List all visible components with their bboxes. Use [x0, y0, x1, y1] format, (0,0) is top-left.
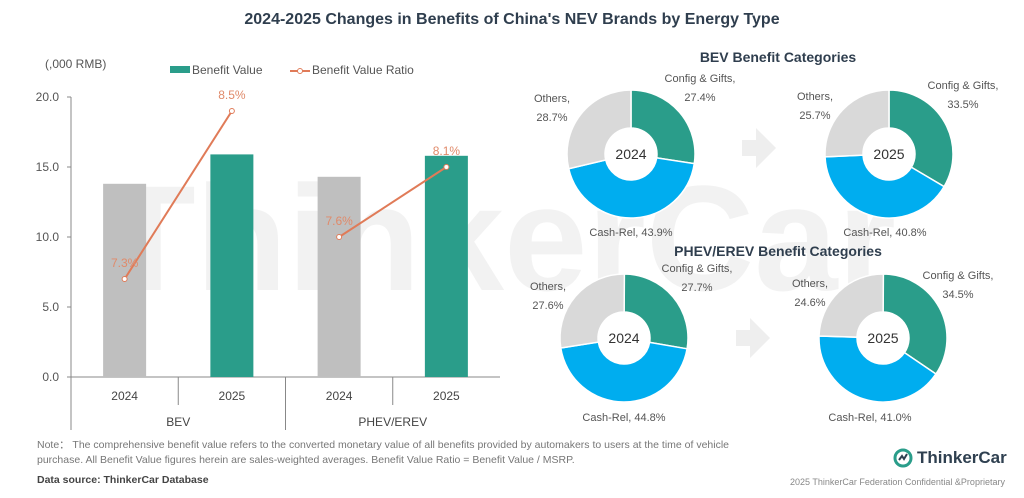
group-label: BEV — [166, 415, 190, 429]
category-label: 2025 — [219, 389, 246, 403]
pie-slice-others — [559, 273, 626, 349]
pie-label-name: Others, — [530, 281, 566, 293]
pie-label-name: Others, — [534, 93, 570, 105]
pie-label: Others, 24.6% — [792, 278, 828, 309]
pie-center-year: 2025 — [873, 146, 904, 162]
pie-label: Cash-Rel, 41.0% — [828, 412, 911, 424]
pie-label-value: 34.5% — [942, 289, 973, 301]
ratio-point — [336, 234, 343, 240]
pie-title-bev: BEV Benefit Categories — [700, 49, 857, 65]
arrow-icon — [736, 318, 770, 358]
pie-slice-others — [818, 273, 885, 338]
ratio-point — [443, 164, 450, 170]
category-label: 2024 — [111, 389, 138, 403]
page-title: 2024-2025 Changes in Benefits of China's… — [244, 11, 779, 28]
pie-label-value: 27.4% — [684, 92, 715, 104]
pie-center-year: 2024 — [615, 146, 646, 162]
pie-label-value: 25.7% — [799, 110, 830, 122]
ratio-line — [123, 110, 233, 280]
group-label: PHEV/EREV — [358, 415, 427, 429]
pie-label-value: 27.7% — [681, 282, 712, 294]
pie-label-name: Others, — [797, 91, 833, 103]
pie-label: Others, 25.7% — [797, 91, 833, 122]
y-tick-label: 10.0 — [36, 230, 60, 244]
pie-center-year: 2024 — [608, 330, 639, 346]
pie-slice-config-gifts — [623, 273, 689, 350]
pie-label-value: 33.5% — [947, 99, 978, 111]
pie-center-year: 2025 — [867, 330, 898, 346]
pie-slice-config-gifts — [882, 273, 948, 376]
logo-icon — [893, 448, 913, 468]
y-tick-label: 0.0 — [42, 370, 59, 384]
y-tick-label: 15.0 — [36, 160, 60, 174]
bar-phev-erev-2024 — [317, 176, 361, 377]
pie-slice-cash-rel — [818, 335, 937, 403]
pie-label: Cash-Rel, 43.9% — [589, 227, 672, 239]
pie-slice-others — [824, 89, 890, 158]
pie-label-name: Config & Gifts, — [923, 270, 994, 282]
pie-label: Others, 27.6% — [530, 281, 566, 312]
pie-label: Config & Gifts, 33.5% — [928, 80, 999, 111]
pie-label-value: 24.6% — [794, 297, 825, 309]
legend-line-marker — [297, 68, 303, 74]
legend-line-label: Benefit Value Ratio — [312, 63, 414, 77]
pie-slice-cash-rel — [559, 341, 688, 403]
pie-label-value: 27.6% — [532, 300, 563, 312]
pie-label: Cash-Rel, 40.8% — [843, 227, 926, 239]
footnote: Note： The comprehensive benefit value re… — [37, 439, 730, 466]
pie-slice-others — [566, 89, 632, 170]
pie-slice-config-gifts — [630, 89, 696, 165]
brand-name: ThinkerCar — [917, 448, 1007, 467]
pie-label: Config & Gifts, 27.4% — [665, 73, 736, 104]
y-tick-label: 5.0 — [42, 300, 59, 314]
pie-title-phev: PHEV/EREV Benefit Categories — [674, 243, 882, 259]
pie-label: Config & Gifts, 34.5% — [923, 270, 994, 301]
pie-label-name: Config & Gifts, — [665, 73, 736, 85]
y-tick-label: 20.0 — [36, 90, 60, 104]
ratio-label: 8.1% — [433, 144, 461, 158]
pie-slice-config-gifts — [888, 89, 954, 188]
ratio-label: 7.6% — [325, 214, 353, 228]
legend-bar-swatch — [170, 66, 190, 73]
bar-bev-2025 — [210, 154, 254, 377]
pie-label-name: Others, — [792, 278, 828, 290]
brand-logo: ThinkerCar — [893, 448, 1007, 468]
pie-slice-cash-rel — [567, 157, 696, 219]
data-source: Data source: ThinkerCar Database — [37, 474, 209, 486]
arrow-icon — [742, 128, 776, 168]
bar-phev-erev-2025 — [424, 155, 468, 377]
y-unit-label: (,000 RMB) — [45, 57, 106, 71]
pie-label-name: Config & Gifts, — [928, 80, 999, 92]
pie-slice-cash-rel — [824, 154, 946, 219]
pie-label-value: 28.7% — [536, 112, 567, 124]
category-label: 2024 — [326, 389, 353, 403]
pie-label-name: Config & Gifts, — [662, 263, 733, 275]
pie-label: Config & Gifts, 27.7% — [662, 263, 733, 294]
ratio-point — [121, 276, 128, 282]
legend-bar-label: Benefit Value — [192, 63, 263, 77]
category-label: 2025 — [433, 389, 460, 403]
ratio-point — [228, 108, 235, 114]
copyright: 2025 ThinkerCar Federation Confidential … — [790, 477, 1005, 487]
pie-label: Cash-Rel, 44.8% — [582, 412, 665, 424]
ratio-line — [338, 166, 447, 238]
ratio-label: 7.3% — [111, 256, 139, 270]
pie-label: Others, 28.7% — [534, 93, 570, 124]
ratio-label: 8.5% — [218, 88, 246, 102]
